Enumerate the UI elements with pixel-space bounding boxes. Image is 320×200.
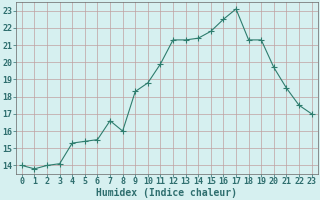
X-axis label: Humidex (Indice chaleur): Humidex (Indice chaleur) [96,188,237,198]
